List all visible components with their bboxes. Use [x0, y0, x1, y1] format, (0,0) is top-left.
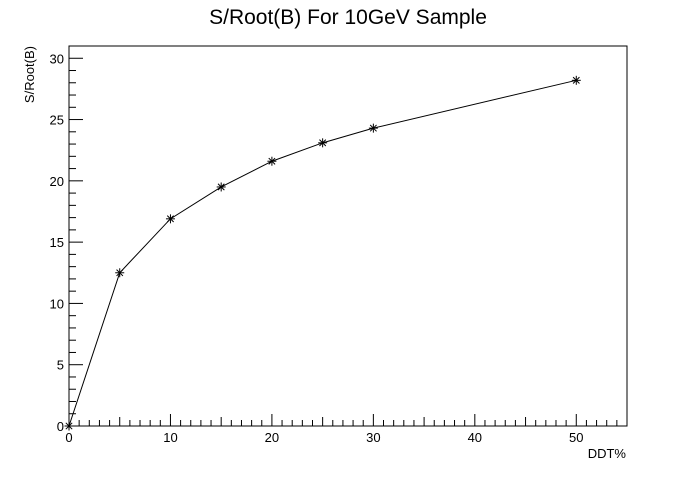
x-tick-label: 0	[65, 430, 72, 445]
y-tick-label: 10	[50, 296, 64, 311]
y-tick-label: 25	[50, 113, 64, 128]
plot-frame	[68, 45, 628, 427]
y-tick-label: 5	[57, 358, 64, 373]
y-axis: 0 5 10 15 20 25 30	[50, 45, 83, 434]
y-tick-label: 0	[57, 419, 64, 434]
data-point	[318, 138, 328, 148]
x-tick-label: 20	[265, 430, 279, 445]
x-axis-label: DDT%	[588, 446, 627, 461]
x-tick-label: 40	[468, 430, 482, 445]
marker-stroke	[319, 139, 327, 147]
marker-stroke	[116, 269, 124, 277]
series-layer	[64, 75, 581, 431]
data-point	[267, 156, 277, 166]
y-tick-label: 15	[50, 235, 64, 250]
y-tick-label: 30	[50, 51, 64, 66]
data-point	[165, 214, 175, 224]
marker-stroke	[217, 183, 225, 191]
data-point	[368, 123, 378, 133]
data-point	[216, 182, 226, 192]
marker-stroke	[65, 422, 73, 430]
data-point	[64, 421, 74, 431]
data-point	[571, 75, 581, 85]
y-axis-label: S/Root(B)	[22, 46, 37, 103]
data-point	[115, 268, 125, 278]
marker-stroke	[268, 157, 276, 165]
marker-stroke	[572, 76, 580, 84]
x-axis: 0 10 20 30 40 50	[65, 414, 628, 445]
y-tick-label: 20	[50, 174, 64, 189]
x-tick-label: 50	[569, 430, 583, 445]
x-tick-label: 10	[163, 430, 177, 445]
x-tick-label: 30	[366, 430, 380, 445]
chart-title: S/Root(B) For 10GeV Sample	[209, 6, 487, 29]
marker-stroke	[369, 124, 377, 132]
marker-stroke	[166, 215, 174, 223]
series-line	[68, 79, 577, 427]
